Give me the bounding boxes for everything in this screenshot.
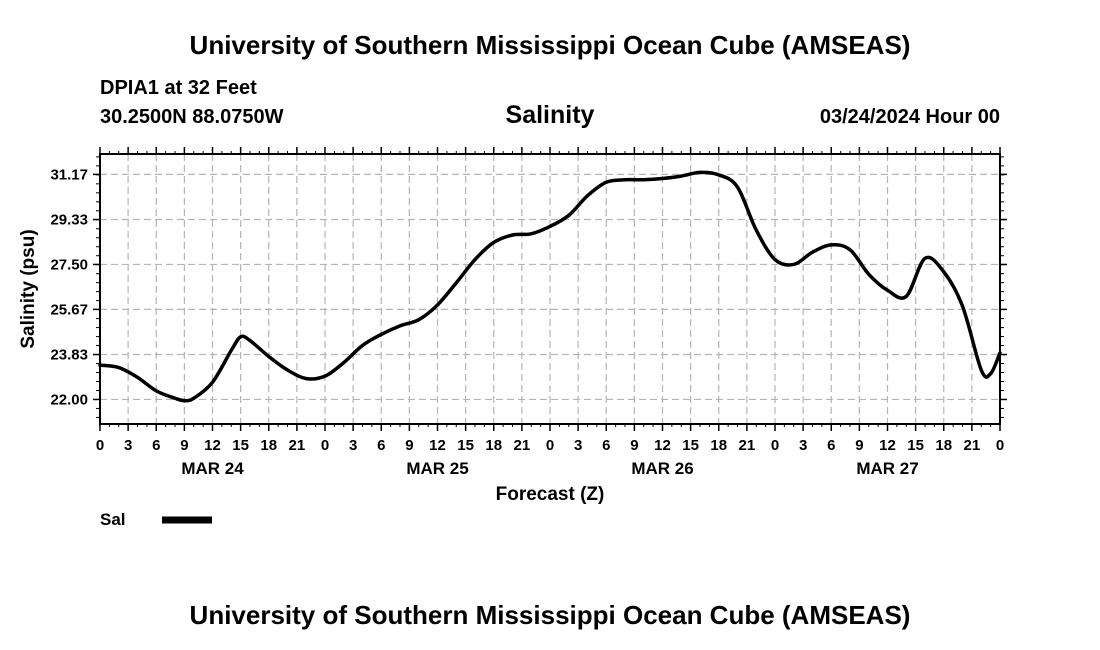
x-tick-label: 6 — [827, 437, 835, 454]
station-name: DPIA1 at 32 Feet — [100, 77, 257, 99]
x-axis-label: Forecast (Z) — [496, 484, 605, 505]
x-tick-label: 12 — [879, 437, 896, 454]
legend-label: Sal — [100, 510, 126, 529]
y-tick-label: 29.33 — [50, 212, 88, 229]
x-tick-label: 3 — [124, 437, 132, 454]
y-tick-label: 27.50 — [50, 256, 88, 273]
day-label: MAR 27 — [856, 459, 918, 478]
x-tick-label: 21 — [964, 437, 981, 454]
x-tick-label: 15 — [232, 437, 249, 454]
x-tick-label: 12 — [654, 437, 671, 454]
x-tick-label: 12 — [204, 437, 221, 454]
x-tick-labels: 0 3 6 9 12 15 18 21 0 3 6 9 12 15 18 21 0 3 6 9 12 15 18 21 0 3 6 9… — [96, 437, 1004, 454]
x-tick-label: 9 — [180, 437, 188, 454]
forecast-datetime: 03/24/2024 Hour 00 — [819, 106, 1000, 128]
chart-title-top: University of Southern Mississippi Ocean… — [189, 30, 911, 60]
x-tick-label: 0 — [771, 437, 779, 454]
x-tick-label: 15 — [457, 437, 474, 454]
x-tick-label: 6 — [602, 437, 610, 454]
x-tick-label: 0 — [321, 437, 329, 454]
station-coordinates: 30.2500N 88.0750W — [100, 106, 284, 128]
x-tick-label: 0 — [996, 437, 1004, 454]
x-tick-label: 3 — [799, 437, 807, 454]
plot-frame — [99, 153, 1001, 425]
day-label: MAR 25 — [406, 459, 468, 478]
y-tick-label: 22.00 — [50, 391, 88, 408]
chart-subtitle: Salinity — [505, 101, 595, 129]
y-tick-label: 31.17 — [50, 166, 88, 183]
salinity-series-line — [98, 170, 1002, 403]
day-labels: MAR 24 MAR 25 MAR 26 MAR 27 — [181, 459, 918, 478]
grid — [100, 154, 1000, 424]
x-tick-label: 21 — [739, 437, 756, 454]
y-axis-label: Salinity (psu) — [18, 229, 39, 348]
x-tick-label: 6 — [377, 437, 385, 454]
x-tick-label: 0 — [96, 437, 104, 454]
x-tick-label: 21 — [289, 437, 306, 454]
x-tick-label: 12 — [429, 437, 446, 454]
y-tick-label: 25.67 — [50, 301, 88, 318]
x-tick-label: 21 — [514, 437, 531, 454]
day-label: MAR 26 — [631, 459, 693, 478]
y-tick-labels: 22.00 23.83 25.67 27.50 29.33 31.17 — [50, 166, 88, 408]
x-tick-label: 9 — [630, 437, 638, 454]
day-label: MAR 24 — [181, 459, 244, 478]
x-tick-label: 0 — [546, 437, 554, 454]
x-tick-label: 18 — [260, 437, 277, 454]
x-tick-label: 9 — [405, 437, 413, 454]
x-tick-label: 18 — [710, 437, 727, 454]
x-tick-label: 15 — [907, 437, 924, 454]
x-tick-label: 6 — [152, 437, 160, 454]
x-tick-label: 18 — [935, 437, 952, 454]
x-tick-label: 18 — [485, 437, 502, 454]
x-tick-label: 3 — [349, 437, 357, 454]
y-tick-label: 23.83 — [50, 347, 88, 364]
x-tick-label: 3 — [574, 437, 582, 454]
x-tick-label: 15 — [682, 437, 699, 454]
x-tick-label: 9 — [855, 437, 863, 454]
chart-title-bottom: University of Southern Mississippi Ocean… — [189, 600, 911, 630]
